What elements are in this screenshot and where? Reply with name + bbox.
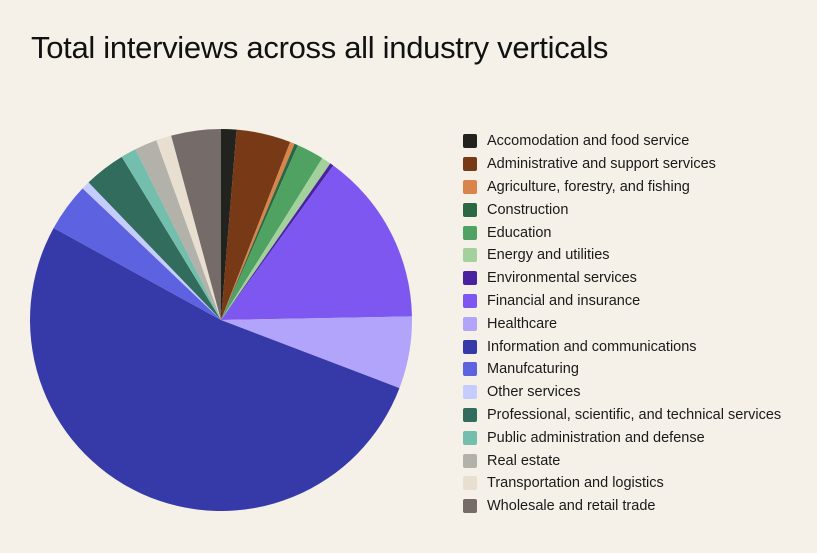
- legend-item: Agriculture, forestry, and fishing: [463, 176, 781, 199]
- legend-label: Financial and insurance: [487, 292, 641, 309]
- legend-item: Information and communications: [463, 335, 781, 358]
- legend-label: Information and communications: [487, 338, 697, 355]
- legend-swatch: [463, 225, 477, 240]
- legend-swatch: [463, 179, 477, 194]
- legend-label: Agriculture, forestry, and fishing: [487, 178, 690, 195]
- pie-slice-agriculture-forestry-and-fishing: [221, 141, 295, 320]
- legend-item: Energy and utilities: [463, 244, 781, 267]
- legend-swatch: [463, 476, 477, 491]
- pie-slice-construction: [221, 143, 298, 320]
- legend-item: Public administration and defense: [463, 426, 781, 449]
- legend-item: Healthcare: [463, 312, 781, 335]
- legend-swatch: [463, 202, 477, 217]
- legend-label: Professional, scientific, and technical …: [487, 406, 782, 423]
- pie-slice-other-services: [82, 182, 222, 320]
- pie-slice-transportation-and-logistics: [156, 135, 221, 320]
- pie-slice-wholesale-and-retail-trade: [171, 129, 221, 320]
- pie-slice-education: [221, 145, 323, 320]
- legend-swatch: [463, 157, 477, 172]
- legend-label: Transportation and logistics: [487, 475, 664, 492]
- legend-label: Healthcare: [487, 315, 558, 332]
- legend-label: Manufcaturing: [487, 361, 579, 378]
- legend-label: Other services: [487, 384, 581, 401]
- pie-slice-administrative-and-support-services: [221, 129, 291, 320]
- legend-label: Real estate: [487, 452, 561, 469]
- legend-label: Administrative and support services: [487, 156, 716, 173]
- legend-item: Manufcaturing: [463, 358, 781, 381]
- pie-slice-public-administration-and-defense: [121, 149, 221, 320]
- legend-swatch: [463, 430, 477, 445]
- legend-item: Environmental services: [463, 267, 781, 290]
- legend-swatch: [463, 134, 477, 149]
- legend-label: Education: [487, 224, 552, 241]
- legend-swatch: [463, 248, 477, 263]
- legend-item: Financial and insurance: [463, 290, 781, 313]
- legend-item: Accomodation and food service: [463, 130, 781, 153]
- pie-slice-real-estate: [135, 140, 221, 320]
- legend-swatch: [463, 339, 477, 354]
- legend-label: Public administration and defense: [487, 429, 705, 446]
- legend-label: Environmental services: [487, 270, 637, 287]
- pie-slice-financial-and-insurance: [221, 165, 412, 320]
- legend-item: Professional, scientific, and technical …: [463, 404, 781, 427]
- legend: Accomodation and food service Administrat…: [463, 130, 781, 518]
- pie-slice-information-and-communications: [30, 227, 400, 511]
- legend-swatch: [463, 499, 477, 514]
- legend-item: Construction: [463, 198, 781, 221]
- legend-label: Wholesale and retail trade: [487, 498, 656, 515]
- pie-slice-energy-and-utilities: [221, 158, 331, 320]
- legend-item: Other services: [463, 381, 781, 404]
- legend-label: Construction: [487, 201, 569, 218]
- legend-swatch: [463, 453, 477, 468]
- legend-swatch: [463, 293, 477, 308]
- legend-item: Transportation and logistics: [463, 472, 781, 495]
- pie-slice-professional-scientific-and-technical-services: [88, 156, 221, 320]
- legend-swatch: [463, 316, 477, 331]
- chart-title: Total interviews across all industry ver…: [31, 30, 609, 65]
- pie-slice-accomodation-and-food-service: [221, 129, 237, 320]
- pie-slice-manufcaturing: [53, 188, 221, 320]
- legend-item: Administrative and support services: [463, 153, 781, 176]
- legend-swatch: [463, 271, 477, 286]
- legend-item: Real estate: [463, 449, 781, 472]
- pie-slice-environmental-services: [221, 163, 334, 320]
- legend-swatch: [463, 407, 477, 422]
- pie-slice-healthcare: [221, 316, 412, 389]
- legend-label: Accomodation and food service: [487, 133, 690, 150]
- legend-item: Wholesale and retail trade: [463, 495, 781, 518]
- legend-item: Education: [463, 221, 781, 244]
- legend-swatch: [463, 362, 477, 377]
- legend-swatch: [463, 385, 477, 400]
- legend-label: Energy and utilities: [487, 247, 610, 264]
